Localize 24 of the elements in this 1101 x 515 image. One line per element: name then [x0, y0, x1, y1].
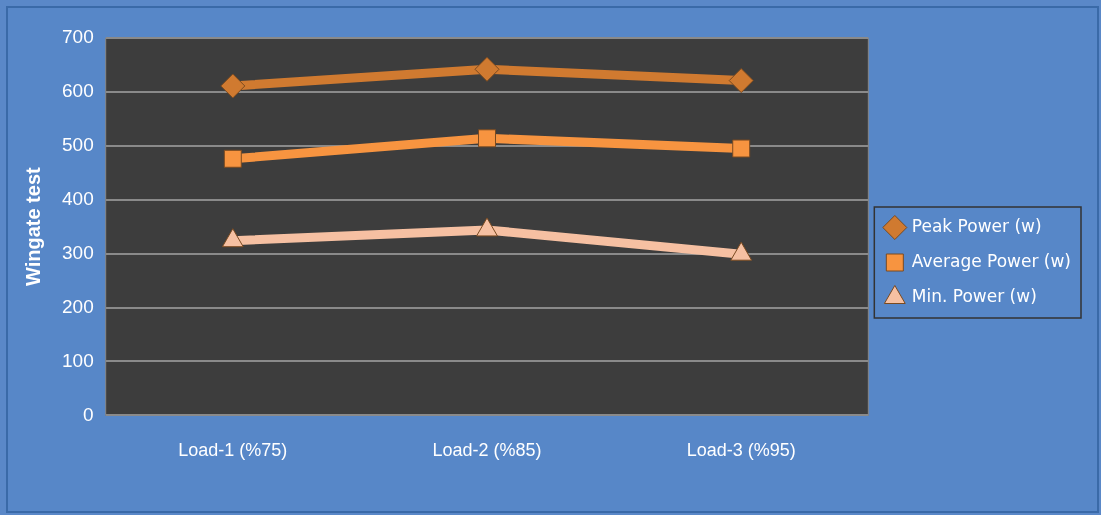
x-tick-label: Load-1 (%75) — [178, 440, 288, 461]
x-tick-label: Load-2 (%85) — [432, 440, 542, 461]
point — [221, 228, 244, 248]
y-tick-label: 700 — [62, 26, 94, 48]
y-tick-label: 400 — [62, 187, 94, 209]
legend-label: Min. Power (w) — [911, 285, 1037, 306]
y-axis-title: Wingate test — [21, 167, 44, 287]
point — [220, 73, 246, 99]
y-tick-label: 600 — [62, 80, 94, 102]
point — [730, 241, 753, 261]
y-tick-label: 500 — [62, 134, 94, 156]
point — [476, 217, 498, 237]
point — [728, 68, 754, 94]
point — [223, 149, 242, 168]
y-tick-label: 0 — [83, 403, 94, 425]
y-tick-label: 200 — [62, 295, 94, 317]
y-tick-label: 100 — [62, 349, 94, 371]
x-tick-label: Load-3 (%95) — [686, 440, 796, 461]
legend-label: Peak Power (w) — [911, 215, 1042, 236]
point — [732, 139, 751, 158]
point — [478, 129, 496, 148]
legend-label: Average Power (w) — [911, 250, 1071, 271]
point — [474, 56, 500, 82]
y-tick-label: 300 — [62, 241, 94, 263]
